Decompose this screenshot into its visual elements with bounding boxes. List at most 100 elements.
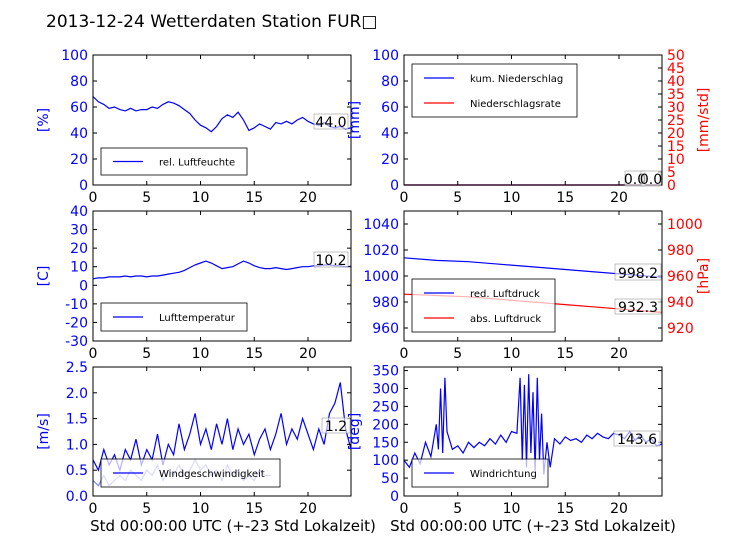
panel-precipitation: 0 5 10 15 2002040608010005101520253035404550… — [347, 48, 712, 206]
value-box-pressure — [614, 263, 662, 281]
y2-tick-label-pressure: 940 — [667, 295, 694, 311]
legend-box-pressure — [411, 278, 556, 333]
y-axis-label-windspeed: [m/s] — [36, 413, 52, 450]
y-tick-label-windspeed: 2.5 — [66, 360, 88, 376]
y-tick-label-temperature: 10 — [70, 260, 88, 276]
legend-entry-windspeed: Windgeschwindigkeit — [159, 469, 265, 480]
y2-tick-label-precipitation: 0 — [667, 178, 676, 194]
value-label-precipitation: 0.0 — [624, 172, 646, 188]
x-tick-label-pressure: 20 — [610, 346, 628, 362]
x-tick-label-windspeed: 10 — [192, 501, 210, 517]
figure-title-text: 2013-12-24 Wetterdaten Station FUR — [46, 12, 362, 32]
y-tick-label-pressure: 960 — [372, 321, 399, 337]
value-box-winddirection — [613, 430, 661, 447]
y2-tick-label-precipitation: 5 — [667, 165, 676, 181]
value-label-precipitation: 0.0 — [640, 172, 662, 188]
legend-entry-humidity: rel. Luftfeuchte — [159, 158, 235, 169]
x-tick-label-pressure: 15 — [556, 346, 574, 362]
value-label-pressure: 932.3 — [618, 300, 658, 316]
panel-windspeed: 0 5 10 15 20 0.0 0.5 1.0 1.5 2.0 2.5 [m/s] 1.2 Windge… — [36, 360, 352, 517]
y-tick-label-winddirection: 0 — [390, 489, 399, 505]
value-label-windspeed: 1.2 — [325, 419, 347, 435]
x-tick-label-humidity: 0 — [89, 190, 98, 206]
y-tick-label-winddirection: 100 — [372, 453, 399, 469]
series-line-temperature-0 — [92, 260, 352, 280]
legend-entry-temperature: Lufttemperatur — [159, 313, 236, 324]
x-tick-label-humidity: 5 — [142, 190, 151, 206]
panel-humidity: 0 5 10 15 20 0 20 40 60 80 100 [%] 44.0 rel. Luftfeuc… — [36, 48, 352, 206]
y2-tick-label-precipitation: 40 — [667, 74, 685, 90]
x-tick-label-temperature: 10 — [192, 346, 210, 362]
y-tick-label-temperature: 40 — [70, 204, 88, 220]
y-tick-label-pressure: 980 — [372, 295, 399, 311]
x-tick-label-winddirection: 10 — [503, 501, 521, 517]
y2-tick-label-precipitation: 25 — [667, 113, 685, 129]
series-line-winddirection-0 — [403, 374, 663, 475]
axes-frame-windspeed — [92, 366, 352, 497]
y2-tick-label-precipitation: 20 — [667, 126, 685, 142]
legend-entry-winddirection: Windrichtung — [470, 469, 537, 480]
y-tick-label-temperature: 0 — [79, 278, 88, 294]
x-tick-label-precipitation: 15 — [556, 190, 574, 206]
x-tick-label-temperature: 15 — [245, 346, 263, 362]
x-tick-label-windspeed: 15 — [245, 501, 263, 517]
y-tick-label-winddirection: 300 — [372, 382, 399, 398]
y-tick-label-pressure: 1040 — [363, 217, 399, 233]
legend-box-precipitation — [411, 63, 578, 118]
y-tick-label-windspeed: 1.5 — [66, 412, 88, 428]
legend-entry-pressure: red. Luftdruck — [470, 289, 540, 300]
y-tick-label-temperature: -20 — [65, 315, 88, 331]
y-tick-label-windspeed: 1.0 — [66, 437, 88, 453]
y-axis-label-humidity: [%] — [36, 108, 52, 132]
x-tick-label-winddirection: 5 — [453, 501, 462, 517]
series-line-humidity-0 — [92, 96, 352, 133]
y-tick-label-temperature: 30 — [70, 223, 88, 239]
legend-entry-precipitation: Niederschlagsrate — [470, 99, 561, 110]
x-tick-label-temperature: 20 — [299, 346, 317, 362]
y-tick-label-precipitation: 80 — [381, 74, 399, 90]
missing-glyph: □ — [361, 12, 377, 32]
y2-tick-label-precipitation: 30 — [667, 100, 685, 116]
axes-frame-winddirection — [403, 366, 663, 497]
value-box-windspeed — [321, 417, 351, 434]
value-box-humidity — [313, 113, 349, 130]
y-tick-label-humidity: 60 — [70, 100, 88, 116]
y2-tick-label-pressure: 1000 — [667, 217, 703, 233]
y2-tick-label-precipitation: 45 — [667, 61, 685, 77]
x-tick-label-winddirection: 20 — [610, 501, 628, 517]
value-box-pressure — [614, 298, 662, 315]
x-tick-label-windspeed: 0 — [89, 501, 98, 517]
y-tick-label-winddirection: 250 — [372, 399, 399, 415]
y-axis-label-winddirection: [deg] — [347, 413, 363, 450]
y-tick-label-humidity: 20 — [70, 152, 88, 168]
y2-axis-label-pressure: [hPa] — [696, 258, 712, 294]
value-box-precipitation — [640, 170, 662, 187]
y-tick-label-pressure: 1000 — [363, 269, 399, 285]
x-axis-label-left: Std 00:00:00 UTC (+-23 Std Lokalzeit) — [90, 517, 376, 535]
y-tick-label-humidity: 100 — [61, 48, 88, 64]
y-tick-label-humidity: 0 — [79, 178, 88, 194]
y2-tick-label-precipitation: 15 — [667, 139, 685, 155]
y-tick-label-windspeed: 0.5 — [66, 463, 88, 479]
x-tick-label-pressure: 10 — [503, 346, 521, 362]
y2-tick-label-precipitation: 50 — [667, 48, 685, 64]
y-tick-label-winddirection: 200 — [372, 417, 399, 433]
x-tick-label-humidity: 10 — [192, 190, 210, 206]
value-label-winddirection: 143.6 — [617, 432, 657, 448]
x-axis-label-right: Std 00:00:00 UTC (+-23 Std Lokalzeit) — [390, 517, 676, 535]
x-tick-label-humidity: 15 — [245, 190, 263, 206]
x-tick-label-precipitation: 10 — [503, 190, 521, 206]
y-tick-label-temperature: -10 — [65, 297, 88, 313]
axes-frame-temperature — [92, 210, 352, 342]
y2-tick-label-pressure: 960 — [667, 269, 694, 285]
x-tick-label-pressure: 5 — [453, 346, 462, 362]
y2-tick-label-pressure: 920 — [667, 321, 694, 337]
y-tick-label-precipitation: 40 — [381, 126, 399, 142]
x-tick-label-pressure: 0 — [400, 346, 409, 362]
panel-pressure: 0 5 10 15 20 960 980 1000 1020 1040 920 940 960 980 10… — [363, 210, 712, 362]
y-tick-label-humidity: 80 — [70, 74, 88, 90]
x-tick-label-windspeed: 20 — [299, 501, 317, 517]
y-tick-label-winddirection: 150 — [372, 435, 399, 451]
